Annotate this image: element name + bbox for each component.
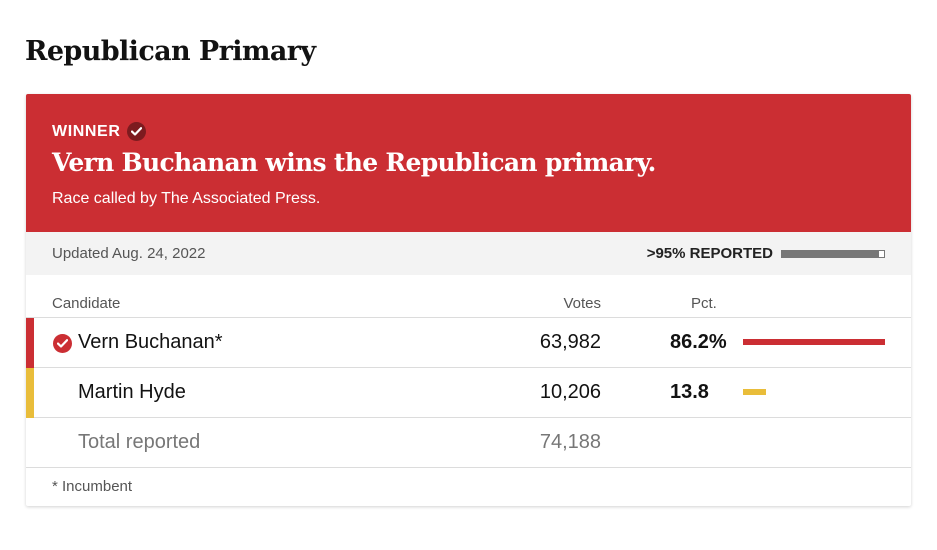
votes-column-header: Votes — [563, 295, 601, 312]
winner-check-icon — [53, 334, 72, 353]
pct-bar — [743, 389, 908, 395]
total-row: Total reported 74,188 — [26, 418, 911, 468]
party-color-accent — [26, 318, 34, 368]
table-row: Vern Buchanan* 63,982 86.2% — [26, 318, 911, 368]
candidate-pct: 86.2% — [670, 331, 727, 353]
race-called-note: Race called by The Associated Press. — [52, 190, 321, 207]
checkmark-icon — [127, 122, 147, 141]
updated-timestamp: Updated Aug. 24, 2022 — [52, 245, 206, 262]
incumbent-footnote: * Incumbent — [52, 478, 133, 495]
pct-bar — [743, 339, 908, 345]
total-label: Total reported — [78, 431, 201, 453]
pct-bar-fill — [743, 339, 886, 345]
reported-progress-fill — [782, 250, 879, 257]
candidate-votes: 10,206 — [539, 381, 601, 403]
reported-progress-bar — [781, 249, 885, 258]
pct-bar-fill — [743, 389, 766, 395]
winner-label: WINNER — [52, 122, 121, 140]
candidate-pct: 13.8 — [670, 381, 709, 403]
pct-column-header: Pct. — [691, 295, 717, 312]
winner-headline: Vern Buchanan wins the Republican primar… — [52, 148, 656, 177]
table-row: Martin Hyde 10,206 13.8 — [26, 368, 911, 418]
candidate-name: Vern Buchanan* — [78, 331, 223, 353]
reporting-status: >95% REPORTED — [647, 245, 885, 262]
candidate-votes: 63,982 — [539, 331, 601, 353]
results-card: WINNER Vern Buchanan wins the Republican… — [26, 94, 911, 506]
table-header: Candidate Votes Pct. — [26, 275, 911, 318]
reported-label: >95% REPORTED — [646, 245, 773, 262]
winner-banner: WINNER Vern Buchanan wins the Republican… — [26, 94, 911, 232]
candidate-column-header: Candidate — [52, 295, 121, 312]
party-color-accent — [26, 368, 34, 418]
status-bar: Updated Aug. 24, 2022 >95% REPORTED — [26, 232, 911, 275]
winner-row: WINNER — [52, 122, 147, 141]
total-votes: 74,188 — [539, 431, 601, 453]
page-title: Republican Primary — [25, 36, 316, 67]
candidate-name: Martin Hyde — [78, 381, 186, 403]
